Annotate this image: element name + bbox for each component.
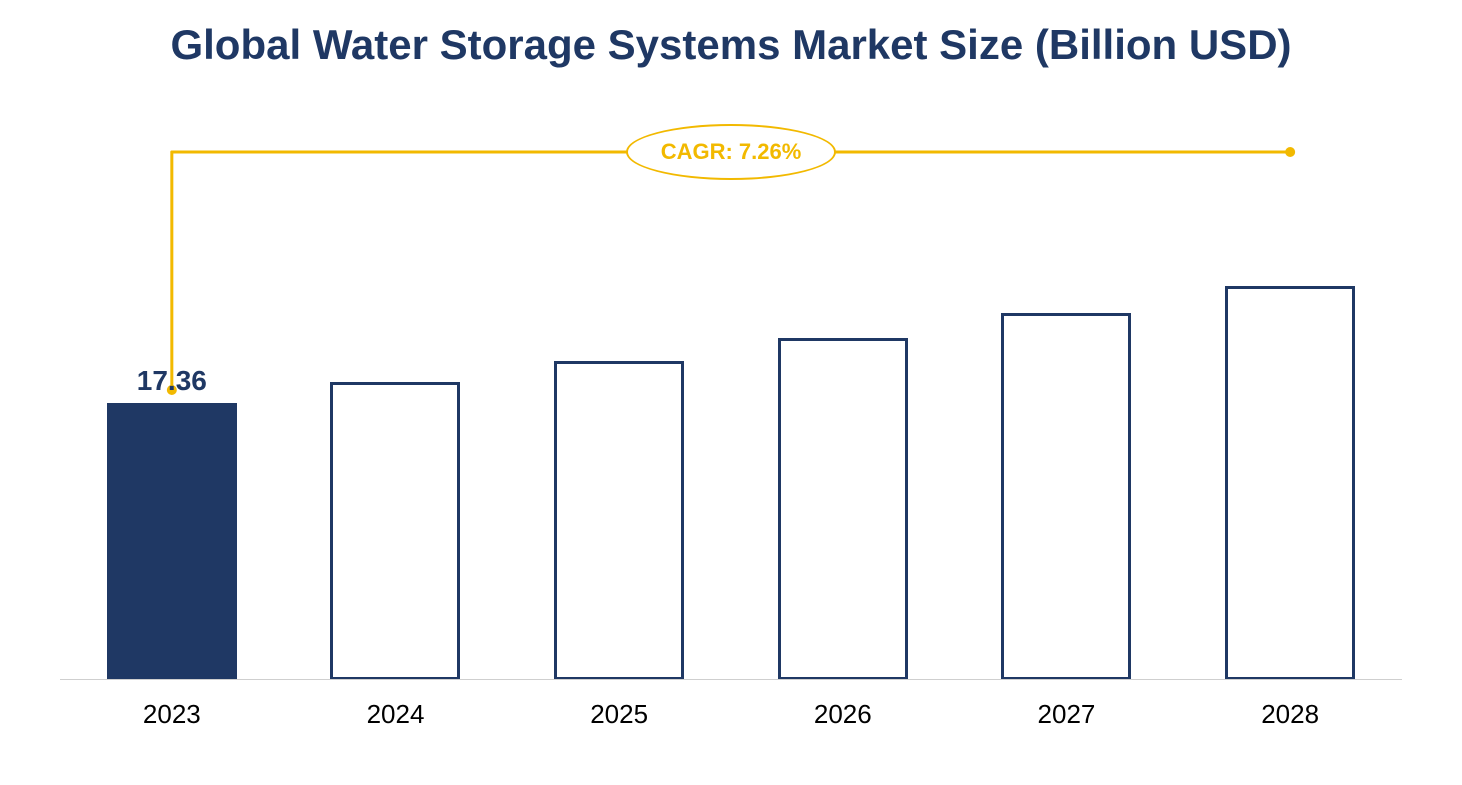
bar-slot xyxy=(284,382,508,680)
x-axis-label: 2024 xyxy=(284,699,508,730)
bar xyxy=(330,382,460,680)
x-axis-labels: 202320242025202620272028 xyxy=(60,699,1402,730)
bar-slot xyxy=(1178,286,1402,680)
bar xyxy=(778,338,908,681)
bar-slot xyxy=(507,361,731,681)
bar-value-label: 17.36 xyxy=(137,365,207,397)
chart-container: Global Water Storage Systems Market Size… xyxy=(0,0,1462,785)
bar-slot xyxy=(955,313,1179,681)
bar xyxy=(1225,286,1355,680)
bar-slot: 17.36 xyxy=(60,365,284,681)
x-axis-label: 2026 xyxy=(731,699,955,730)
plot-area: CAGR: 7.26% 17.36 2023202420252026202720… xyxy=(60,110,1402,730)
bar-slot xyxy=(731,338,955,681)
x-axis-label: 2027 xyxy=(955,699,1179,730)
bar xyxy=(554,361,684,681)
chart-title: Global Water Storage Systems Market Size… xyxy=(40,20,1422,70)
x-axis-label: 2023 xyxy=(60,699,284,730)
bar xyxy=(1001,313,1131,681)
bars-row: 17.36 xyxy=(60,286,1402,680)
bar xyxy=(107,403,237,681)
x-axis-baseline xyxy=(60,679,1402,680)
x-axis-label: 2028 xyxy=(1178,699,1402,730)
cagr-label: CAGR: 7.26% xyxy=(661,139,802,165)
cagr-badge: CAGR: 7.26% xyxy=(626,124,836,180)
x-axis-label: 2025 xyxy=(507,699,731,730)
